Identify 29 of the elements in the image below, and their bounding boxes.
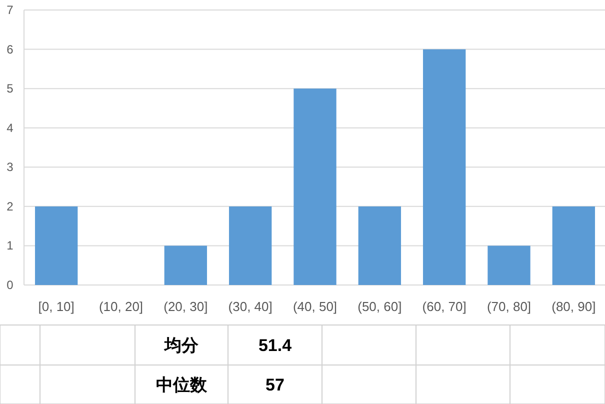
bar [164,246,208,285]
text: 57 [266,376,284,394]
x-tick-label: (10, 20] [98,299,144,314]
y-tick-label: 2 [6,199,14,214]
x-tick-label: [0, 10] [38,299,74,314]
x-tick-label: (30, 40] [228,299,272,314]
y-tick-label: 7 [6,3,14,17]
y-tick-label: 1 [6,238,14,253]
bar [552,206,596,285]
x-tick-label: (60, 70] [422,299,466,314]
y-tick-label: 3 [6,160,14,174]
bar [34,206,78,285]
bar [422,49,466,285]
x-tick-label: (40, 50] [292,299,338,314]
text: 51.4 [258,336,292,355]
x-tick-label: (20, 30] [164,299,208,314]
x-tick-label: (50, 60] [358,299,402,314]
y-tick-label: 4 [6,120,14,135]
bar [228,206,272,285]
y-tick-label: 5 [6,82,14,96]
x-tick-label: (70, 80] [486,299,532,314]
bar [294,88,336,285]
text: 均分 [164,336,200,355]
x-tick-label: (80, 90] [552,299,596,314]
text: 中位数 [156,376,208,394]
bar [488,246,530,285]
bar [358,206,402,285]
y-tick-label: 6 [6,42,14,56]
y-tick-label: 0 [6,278,14,292]
